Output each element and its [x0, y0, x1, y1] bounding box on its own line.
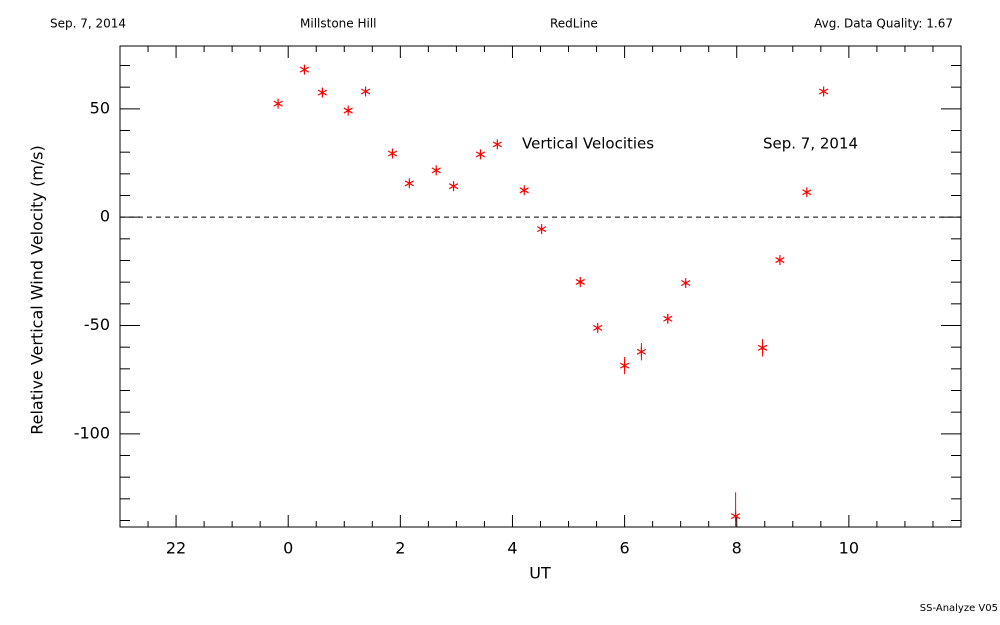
- marker-stroke: [593, 324, 603, 331]
- annotation: Vertical Velocities: [522, 135, 654, 153]
- marker: [593, 322, 603, 333]
- x-tick-label: 0: [283, 539, 293, 558]
- marker: [360, 86, 371, 97]
- header-line: RedLine: [550, 17, 598, 31]
- marker: [317, 87, 328, 98]
- marker-stroke: [730, 513, 741, 520]
- marker: [730, 511, 741, 522]
- marker: [343, 105, 353, 116]
- marker: [387, 148, 398, 159]
- marker-stroke: [475, 151, 486, 158]
- marker-stroke: [343, 107, 353, 114]
- marker: [775, 255, 785, 266]
- x-tick-label: 8: [732, 539, 742, 558]
- marker: [536, 224, 547, 235]
- marker: [299, 64, 310, 75]
- marker: [448, 181, 459, 192]
- marker: [818, 86, 829, 97]
- marker-stroke: [775, 257, 785, 264]
- marker-stroke: [619, 362, 630, 369]
- marker: [575, 276, 585, 287]
- marker-stroke: [663, 315, 673, 322]
- header-date: Sep. 7, 2014: [50, 17, 126, 31]
- marker: [273, 98, 283, 109]
- x-tick-label: 10: [839, 539, 859, 558]
- annotation: Sep. 7, 2014: [763, 135, 858, 153]
- header-quality: Avg. Data Quality: 1.67: [814, 17, 953, 31]
- marker: [636, 346, 647, 357]
- marker: [802, 187, 812, 198]
- marker: [663, 313, 673, 324]
- marker-stroke: [519, 187, 529, 194]
- marker: [431, 165, 441, 176]
- marker-stroke: [448, 183, 459, 190]
- marker: [681, 278, 691, 289]
- y-tick-label: 0: [100, 207, 110, 226]
- y-tick-label: -50: [84, 315, 110, 334]
- marker: [404, 178, 414, 189]
- marker-stroke: [360, 88, 371, 95]
- y-tick-label: -100: [74, 423, 110, 442]
- x-tick-label: 4: [507, 539, 517, 558]
- marker: [757, 342, 768, 353]
- marker-stroke: [575, 278, 585, 285]
- x-tick-label: 6: [620, 539, 630, 558]
- marker-stroke: [317, 89, 328, 96]
- marker-stroke: [387, 150, 398, 157]
- marker-stroke: [273, 100, 283, 107]
- marker-stroke: [802, 189, 812, 196]
- x-axis-label: UT: [529, 564, 551, 583]
- marker: [475, 149, 486, 160]
- marker-stroke: [431, 167, 441, 174]
- marker: [519, 185, 529, 196]
- footer: SS-Analyze V05: [920, 603, 998, 614]
- x-tick-label: 2: [395, 539, 405, 558]
- header-site: Millstone Hill: [300, 17, 376, 31]
- y-axis-label: Relative Vertical Wind Velocity (m/s): [28, 145, 47, 435]
- marker-stroke: [492, 141, 502, 148]
- marker-stroke: [299, 66, 310, 73]
- marker: [492, 139, 502, 150]
- y-tick-label: 50: [90, 98, 110, 117]
- marker-stroke: [757, 344, 768, 351]
- marker: [619, 360, 630, 371]
- marker-stroke: [681, 280, 691, 287]
- marker-stroke: [636, 348, 647, 355]
- marker-stroke: [404, 180, 414, 187]
- plot-frame: [119, 45, 962, 528]
- marker-stroke: [536, 226, 547, 233]
- marker-stroke: [818, 88, 829, 95]
- x-tick-label: 22: [166, 539, 186, 558]
